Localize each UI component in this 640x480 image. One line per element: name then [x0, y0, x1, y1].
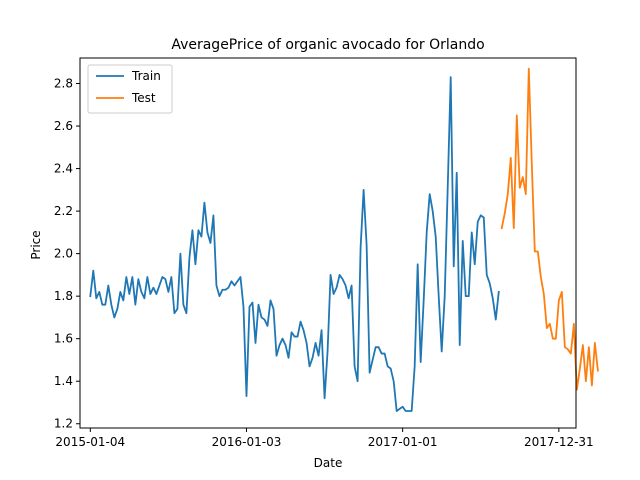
plot-area	[89, 67, 599, 412]
x-tick-label: 2016-01-03	[212, 435, 282, 449]
y-tick-label: 1.4	[54, 374, 73, 388]
legend-label-test: Test	[131, 91, 156, 105]
y-tick-label: 1.6	[54, 332, 73, 346]
y-axis: 1.2 1.4 1.6 1.8 2.0 2.2 2.4 2.6 2.8	[54, 77, 80, 431]
x-axis: 2015-01-04 2016-01-03 2017-01-01 2017-12-31	[55, 428, 594, 449]
legend-box	[87, 64, 173, 114]
x-tick-label: 2017-12-31	[524, 435, 594, 449]
y-tick-label: 2.2	[54, 204, 73, 218]
x-axis-title: Date	[314, 456, 343, 470]
series-line-train	[89, 76, 500, 412]
plot-frame	[79, 57, 577, 429]
y-tick-label: 2.6	[54, 119, 73, 133]
x-tick-label: 2017-01-01	[368, 435, 438, 449]
y-tick-label: 2.4	[54, 162, 73, 176]
y-tick-label: 2.0	[54, 247, 73, 261]
y-axis-title: Price	[29, 230, 43, 259]
y-tick-label: 2.8	[54, 77, 73, 91]
legend: Train Test	[87, 64, 173, 114]
y-tick-label: 1.8	[54, 289, 73, 303]
chart-title: AveragePrice of organic avocado for Orla…	[171, 37, 484, 53]
series-line-test	[500, 67, 599, 391]
y-tick-label: 1.2	[54, 417, 73, 431]
legend-label-train: Train	[131, 69, 161, 83]
x-tick-label: 2015-01-04	[55, 435, 125, 449]
